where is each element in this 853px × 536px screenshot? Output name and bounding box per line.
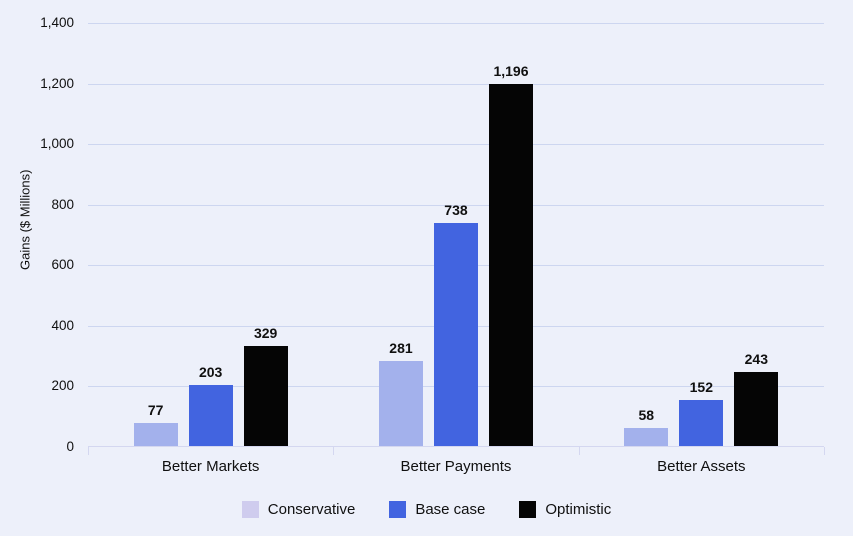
bar-value-label: 58 <box>638 407 655 424</box>
y-tick-label: 600 <box>51 257 74 273</box>
bar <box>734 372 779 446</box>
y-tick-label: 1,000 <box>40 136 74 152</box>
legend-swatch <box>389 501 407 518</box>
bar-group: 77 203 329 <box>88 23 333 446</box>
gridline <box>88 23 824 24</box>
gridline <box>88 144 824 146</box>
bar-value-label: 152 <box>689 378 713 395</box>
category-label: Better Markets <box>161 458 260 475</box>
bar-value-label: 738 <box>444 201 468 218</box>
plot-area: 0 200 400 600 800 1,000 1,200 1,400 77 203 329 Bett… <box>40 15 825 475</box>
bar <box>624 428 669 446</box>
legend-label: Base case <box>415 501 486 518</box>
bar-value-label: 243 <box>744 351 768 368</box>
legend: Conservative Base case Optimistic <box>0 501 853 518</box>
bar <box>188 384 233 446</box>
bar-value-label: 203 <box>198 363 223 380</box>
bar-item: 738 <box>433 201 478 446</box>
bar-value-label: 1,196 <box>493 62 529 79</box>
bar <box>243 346 288 446</box>
gridline <box>88 204 824 206</box>
bar-group: 281 738 1,196 <box>333 23 578 446</box>
bar-value-label: 329 <box>253 325 278 342</box>
y-tick-label: 200 <box>51 378 74 394</box>
axis-tick <box>824 447 825 455</box>
bar <box>679 399 724 446</box>
category-label: Better Payments <box>400 458 512 475</box>
legend-label: Optimistic <box>545 501 612 518</box>
y-tick-label: 400 <box>51 317 74 333</box>
legend-item: Optimistic <box>519 501 611 518</box>
bar <box>378 360 423 446</box>
bar-item: 281 <box>378 339 423 446</box>
legend-swatch <box>241 501 259 518</box>
bar <box>488 83 533 446</box>
bar-item: 152 <box>679 378 724 446</box>
y-tick-label: 1,200 <box>40 75 74 91</box>
bar-item: 203 <box>188 363 233 446</box>
y-tick-label: 800 <box>51 196 74 212</box>
bar <box>433 222 478 446</box>
axis-tick <box>578 447 580 455</box>
bar <box>133 422 178 446</box>
axis-tick <box>88 447 89 455</box>
gridline <box>88 83 824 85</box>
bar-value-label: 77 <box>147 401 164 418</box>
y-tick-label: 1,400 <box>40 15 74 30</box>
legend-item: Conservative <box>241 501 356 518</box>
bar-item: 243 <box>734 351 779 446</box>
bar-item: 58 <box>624 407 669 446</box>
category-label: Better Assets <box>657 458 746 475</box>
bar-group: 58 152 243 <box>579 23 824 446</box>
bar-item: 329 <box>243 325 288 446</box>
y-tick-label: 0 <box>66 439 74 454</box>
bar-item: 77 <box>133 401 178 446</box>
axis-tick <box>333 447 335 455</box>
bar-item: 1,196 <box>488 62 533 446</box>
legend-item: Base case <box>389 501 485 518</box>
legend-swatch <box>519 501 537 518</box>
bar-value-label: 281 <box>389 339 413 356</box>
legend-label: Conservative <box>267 501 356 518</box>
